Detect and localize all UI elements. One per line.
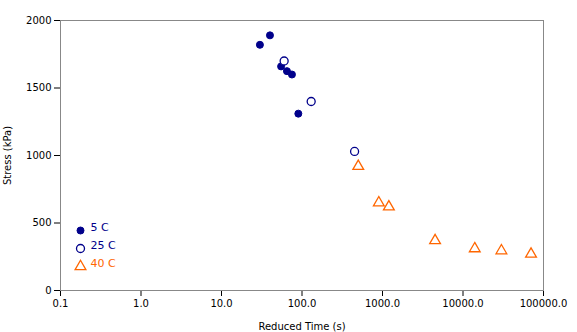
svg-text:100000.0: 100000.0 <box>520 298 568 309</box>
svg-text:1500: 1500 <box>26 82 51 93</box>
svg-text:500: 500 <box>32 217 51 228</box>
svg-text:100.0: 100.0 <box>288 298 317 309</box>
svg-text:1000: 1000 <box>26 150 51 161</box>
svg-text:5 C: 5 C <box>91 221 109 234</box>
svg-text:0.1: 0.1 <box>53 298 69 309</box>
svg-text:10.0: 10.0 <box>210 298 232 309</box>
svg-text:0: 0 <box>45 285 51 296</box>
svg-text:Stress (kPa): Stress (kPa) <box>2 126 13 185</box>
svg-text:40 C: 40 C <box>91 257 116 270</box>
svg-text:2000: 2000 <box>26 15 51 26</box>
svg-text:1000.0: 1000.0 <box>365 298 400 309</box>
svg-text:Reduced Time (s): Reduced Time (s) <box>258 321 345 332</box>
svg-text:10000.0: 10000.0 <box>442 298 483 309</box>
svg-text:1.0: 1.0 <box>133 298 149 309</box>
svg-text:25 C: 25 C <box>91 239 116 252</box>
